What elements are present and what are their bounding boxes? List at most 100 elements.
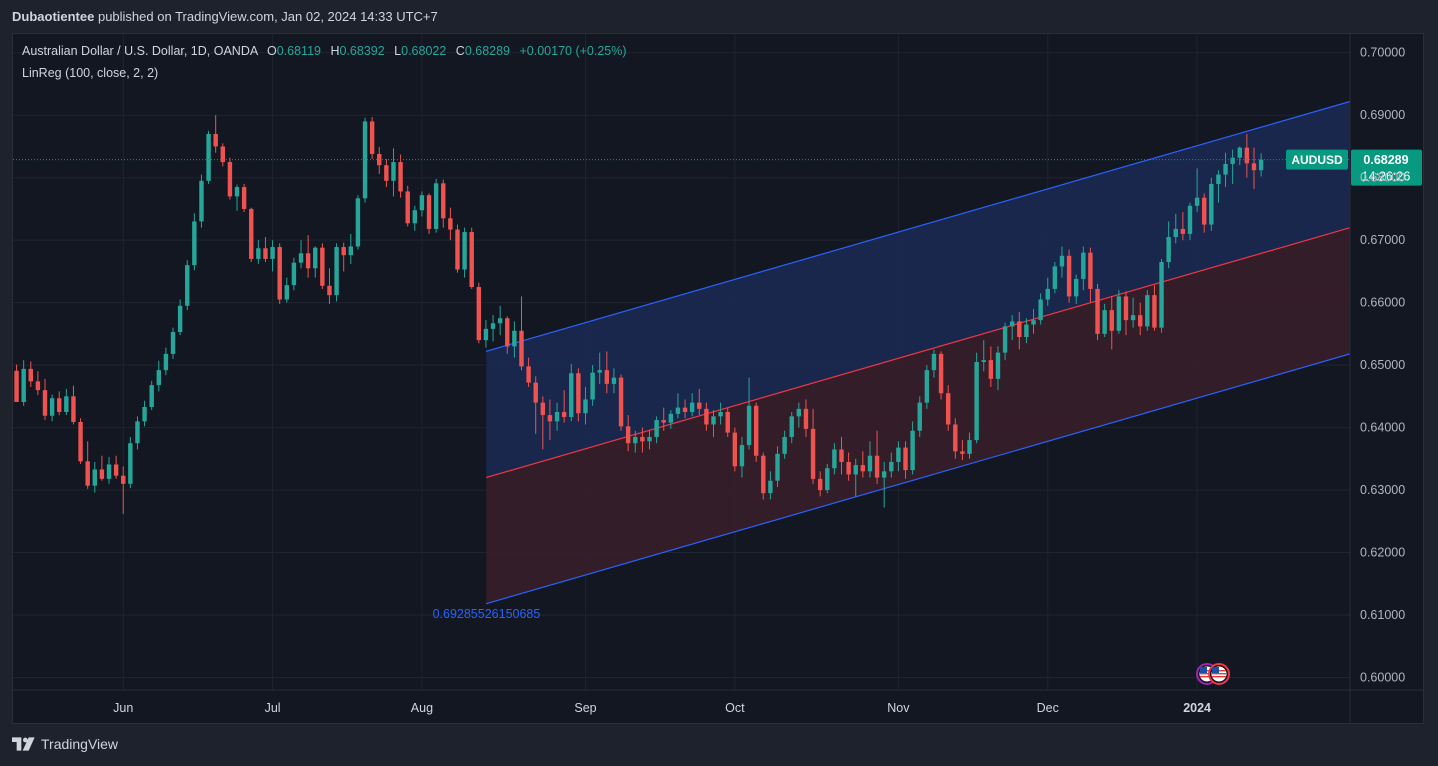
candle-body	[967, 440, 972, 454]
candle-body	[768, 480, 773, 494]
low-label: L	[394, 44, 402, 58]
x-tick-label: Dec	[1037, 701, 1059, 715]
symbol-legend-row[interactable]: Australian Dollar / U.S. Dollar, 1D, OAN…	[22, 43, 627, 65]
candle-body	[697, 402, 702, 409]
candle-body	[170, 332, 176, 354]
candle	[1244, 133, 1250, 178]
tradingview-logo-icon	[12, 737, 35, 751]
candle	[433, 178, 439, 233]
price-tag	[1351, 149, 1422, 186]
candle-body	[775, 453, 780, 481]
candle-body	[1059, 255, 1065, 267]
candle-body	[761, 455, 766, 494]
candle-body	[348, 246, 354, 256]
candle	[298, 240, 304, 269]
candle	[725, 407, 730, 437]
candle-body	[305, 253, 311, 269]
candle	[71, 385, 76, 425]
chart-legend: Australian Dollar / U.S. Dollar, 1D, OAN…	[22, 43, 627, 87]
flag-stripe	[1212, 673, 1226, 675]
candle-body	[42, 390, 48, 416]
candle-body	[135, 421, 140, 444]
candle-body	[647, 436, 652, 442]
x-tick-label: Nov	[887, 701, 910, 715]
candle	[42, 378, 48, 421]
close-value: 0.68289	[464, 44, 511, 58]
candle-body	[405, 191, 410, 224]
candle	[533, 376, 538, 434]
y-tick-label: 0.64000	[1360, 421, 1405, 435]
candle-body	[817, 478, 823, 491]
low-value: 0.68022	[401, 44, 447, 58]
candle-body	[327, 285, 332, 296]
symbol-tag-label: AUDUSD	[1291, 153, 1343, 167]
linreg-value-label: 0.69285526150685	[433, 607, 541, 621]
candle	[981, 340, 986, 372]
candle-body	[561, 411, 567, 417]
candle-body	[462, 232, 467, 270]
candle-body	[931, 353, 937, 371]
author-name[interactable]: Dubaotientee	[12, 9, 95, 24]
candle-body	[881, 471, 887, 478]
candle-body	[220, 146, 225, 163]
candle	[234, 184, 240, 211]
candle	[739, 436, 745, 478]
candle	[412, 205, 418, 231]
indicator-legend-row[interactable]: LinReg (100, close, 2, 2)	[22, 65, 627, 87]
candle-body	[1102, 310, 1107, 334]
candle-body	[654, 420, 659, 437]
candle	[853, 458, 858, 497]
candle	[113, 455, 119, 479]
candle-body	[540, 402, 546, 416]
candle	[1187, 202, 1193, 241]
candle-body	[569, 373, 574, 417]
open-label: O	[266, 44, 277, 58]
candle-body	[1216, 174, 1221, 184]
candle-body	[1009, 321, 1015, 327]
tradingview-logo[interactable]: TradingView	[12, 736, 118, 752]
candle-body	[739, 445, 745, 467]
candle-body	[611, 377, 617, 384]
candle	[291, 257, 297, 291]
candle	[675, 393, 681, 419]
candle	[1088, 247, 1093, 303]
candle-body	[1202, 197, 1207, 225]
candle	[597, 352, 602, 384]
candle	[782, 430, 787, 459]
candle	[156, 360, 161, 392]
candle	[1216, 170, 1221, 203]
candle	[277, 243, 282, 304]
candle-body	[633, 436, 638, 444]
candle-body	[711, 416, 716, 425]
candle-body	[590, 372, 595, 400]
candle	[142, 400, 147, 427]
candle	[1002, 322, 1008, 361]
candle	[1145, 290, 1150, 331]
event-flag-icon	[1208, 663, 1230, 685]
candle	[64, 388, 69, 416]
candle-body	[1002, 326, 1008, 353]
candle-body	[1052, 266, 1058, 289]
x-tick-label: Aug	[411, 701, 433, 715]
candle	[35, 371, 41, 396]
candle	[846, 452, 851, 481]
candle-body	[1173, 228, 1178, 238]
candle-body	[1116, 296, 1122, 331]
candle	[547, 399, 553, 441]
candle-body	[789, 416, 794, 437]
candle-body	[725, 411, 730, 433]
candle-body	[263, 248, 268, 259]
candle	[654, 416, 659, 444]
candle	[313, 246, 318, 278]
y-tick-label: 0.69000	[1360, 108, 1405, 122]
candle	[469, 227, 474, 289]
y-tick-label: 0.62000	[1360, 546, 1405, 560]
candle	[711, 410, 716, 437]
candle-body	[284, 285, 290, 300]
candle-body	[49, 398, 55, 416]
candle	[455, 224, 460, 273]
candle-body	[192, 221, 197, 266]
candle-body	[1031, 320, 1036, 325]
candle	[647, 430, 652, 450]
